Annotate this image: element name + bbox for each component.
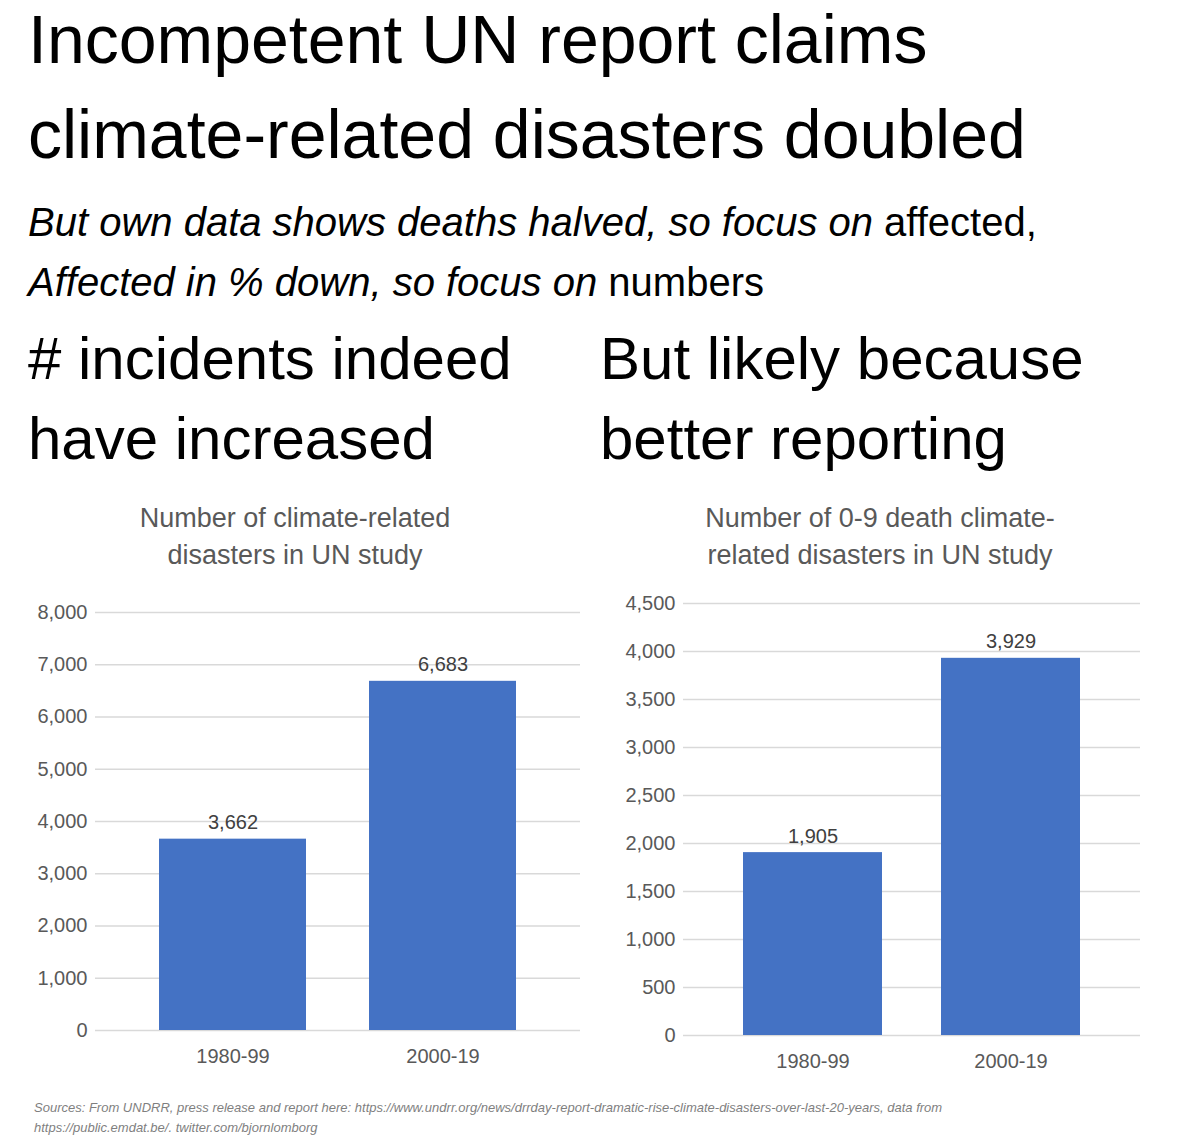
svg-text:4,000: 4,000 — [625, 640, 675, 662]
svg-text:4,000: 4,000 — [37, 810, 87, 832]
svg-text:1980-99: 1980-99 — [776, 1050, 849, 1072]
svg-text:1,905: 1,905 — [788, 825, 838, 847]
svg-text:7,000: 7,000 — [37, 653, 87, 675]
html-text:Sources: From UNDRR, press rel: Sources: From UNDRR, press release and r… — [34, 1100, 943, 1115]
svg-text:6,683: 6,683 — [418, 653, 468, 675]
html-text:But likely because: But likely because — [600, 325, 1084, 392]
html-text:better reporting: better reporting — [600, 405, 1007, 472]
html-text:Number of climate-related disa: Number of climate-related disasters in U… — [139, 503, 451, 570]
svg-text:2,000: 2,000 — [37, 914, 87, 936]
html-text:https://public.emdat.be/. twit: https://public.emdat.be/. twitter.com/bj… — [34, 1120, 318, 1135]
svg-text:3,000: 3,000 — [625, 736, 675, 758]
svg-text:5,000: 5,000 — [37, 758, 87, 780]
svg-text:1980-99: 1980-99 — [196, 1045, 269, 1067]
html-text:Affected in % down, so focus o: Affected in % down, so focus on numbers — [28, 260, 764, 304]
svg-text:500: 500 — [642, 976, 675, 998]
svg-text:2000-19: 2000-19 — [406, 1045, 479, 1067]
svg-text:1,000: 1,000 — [625, 928, 675, 950]
svg-text:8,000: 8,000 — [37, 601, 87, 623]
svg-text:3,929: 3,929 — [986, 630, 1036, 652]
svg-text:6,000: 6,000 — [37, 705, 87, 727]
html-text:# incidents indeed: # incidents indeed — [28, 325, 512, 392]
svg-text:3,662: 3,662 — [208, 811, 258, 833]
html-text:Incompetent UN report claims: Incompetent UN report claims — [28, 1, 928, 77]
svg-text:1,000: 1,000 — [37, 967, 87, 989]
svg-text:2,000: 2,000 — [625, 832, 675, 854]
svg-text:3,000: 3,000 — [37, 862, 87, 884]
svg-text:0: 0 — [76, 1019, 87, 1041]
svg-text:1,500: 1,500 — [625, 880, 675, 902]
html-text:have increased: have increased — [28, 405, 435, 472]
html-text:Number of 0-9 death climate-re: Number of 0-9 death climate-related disa… — [705, 503, 1055, 570]
html-text:climate-related disasters doub: climate-related disasters doubled — [28, 96, 1026, 172]
html-text:But own data shows deaths halv: But own data shows deaths halved, so foc… — [28, 200, 1037, 244]
svg-text:2,500: 2,500 — [625, 784, 675, 806]
svg-text:2000-19: 2000-19 — [974, 1050, 1047, 1072]
svg-text:0: 0 — [664, 1024, 675, 1046]
svg-text:3,500: 3,500 — [625, 688, 675, 710]
svg-text:4,500: 4,500 — [625, 592, 675, 614]
